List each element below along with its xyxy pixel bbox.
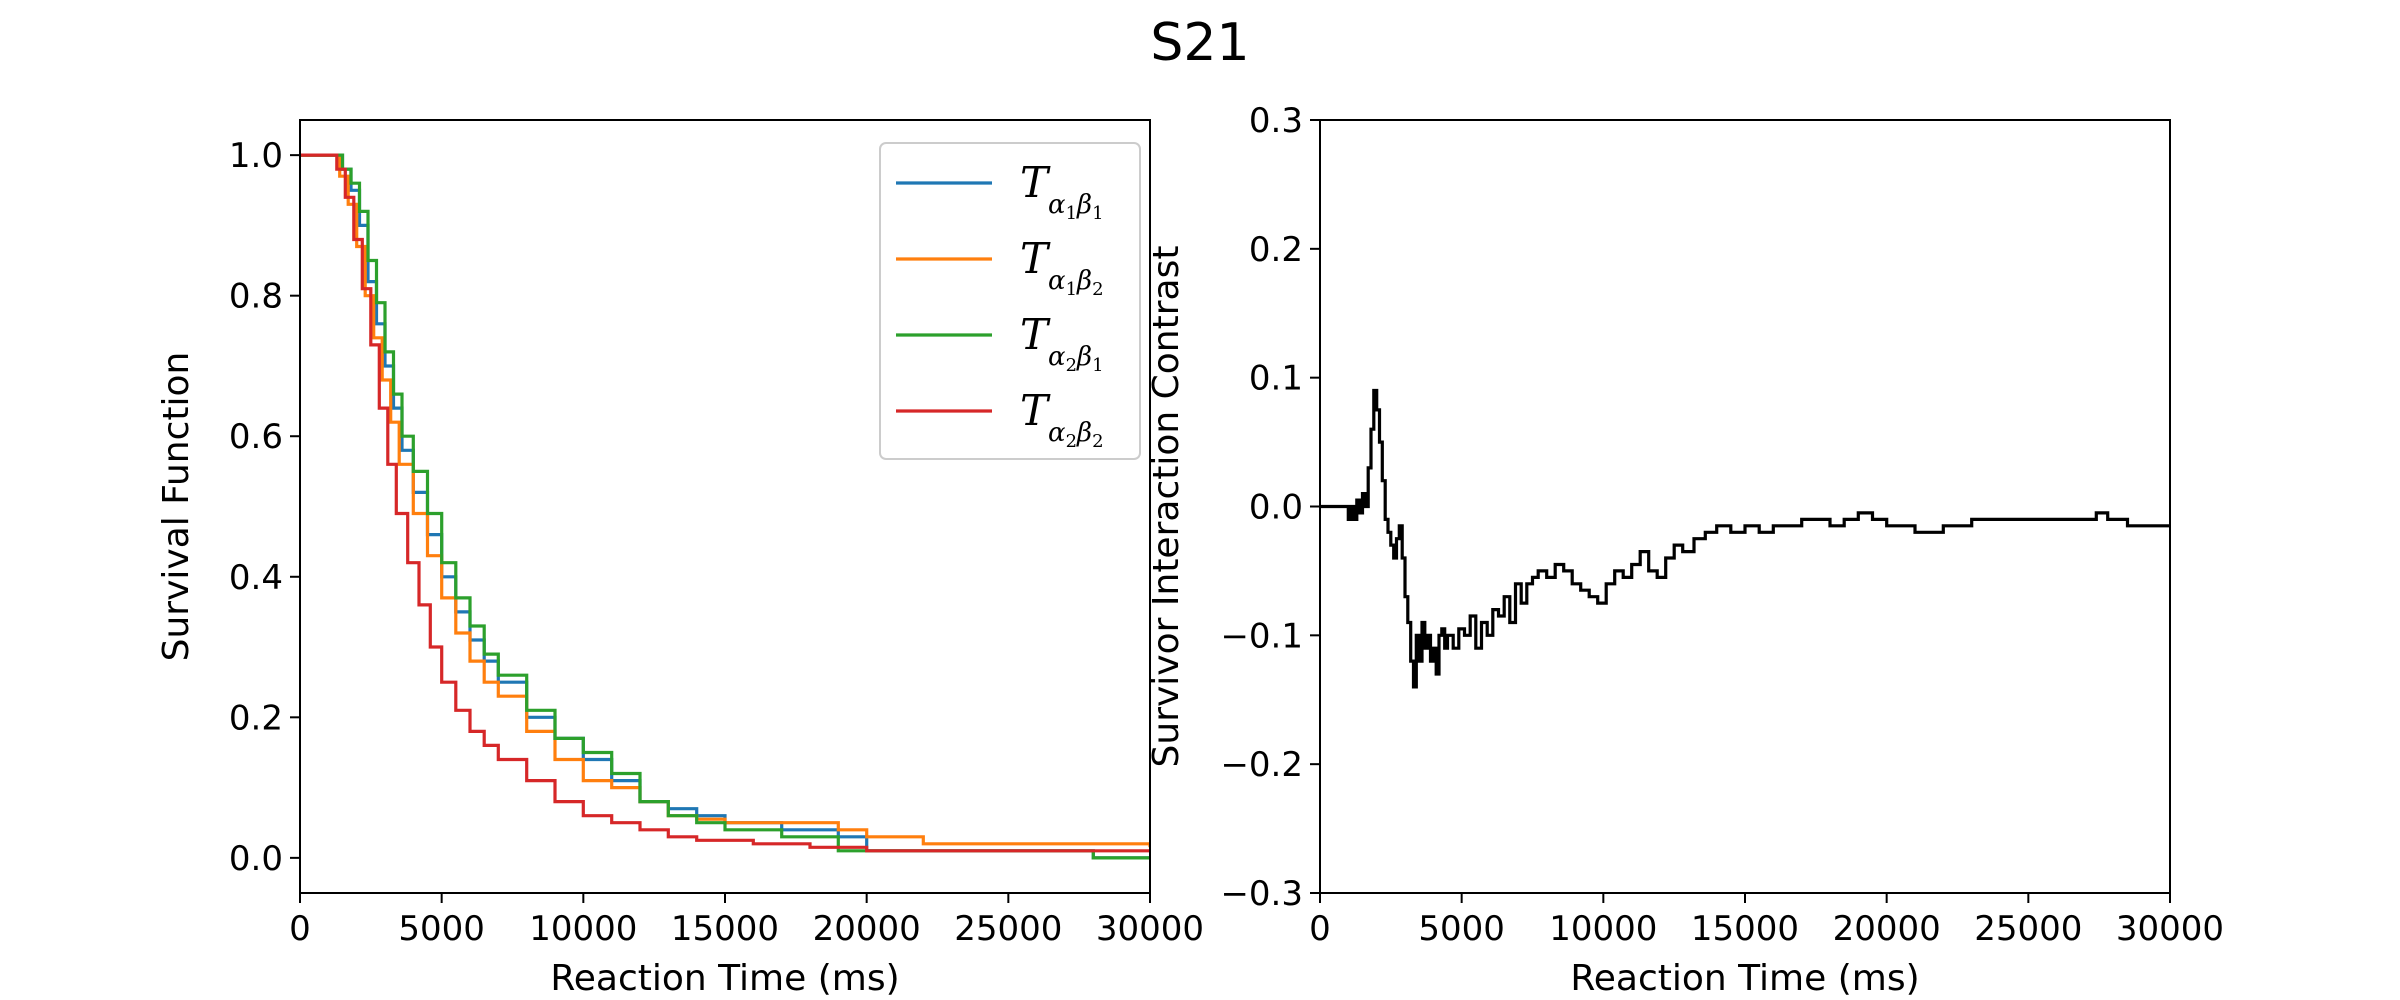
x-tick-label: 20000 — [813, 909, 921, 949]
y-axis-label: Survivor Interaction Contrast — [1146, 246, 1187, 768]
survival-function-panel: 0 5000 10000 15000 20000 25000 30000 0.0 0.2 0.4 0… — [156, 119, 1204, 999]
x-tick-label: 5000 — [1418, 909, 1505, 949]
sic-panel: 0 5000 10000 15000 20000 25000 30000 −0.3 −0.2 −0… — [1146, 101, 2224, 999]
y-tick-label: 0.6 — [229, 417, 283, 457]
x-tick-label: 25000 — [1974, 909, 2082, 949]
x-tick-label: 25000 — [954, 909, 1062, 949]
legend-label-0: Tα1β1 — [1020, 158, 1104, 224]
x-axis-label: Reaction Time (ms) — [550, 958, 899, 999]
x-tick-label: 20000 — [1833, 909, 1941, 949]
legend-box — [879, 142, 1141, 460]
y-tick-label: −0.1 — [1220, 616, 1303, 656]
x-tick-label: 10000 — [529, 909, 637, 949]
series-line-0 — [1320, 388, 2170, 689]
x-tick-label: 0 — [1309, 909, 1331, 949]
x-tick-label: 30000 — [2116, 909, 2224, 949]
y-tick-label: −0.2 — [1220, 745, 1303, 785]
y-tick-label: 0.4 — [229, 558, 283, 598]
x-axis-label: Reaction Time (ms) — [1570, 958, 1919, 999]
y-tick-label: 0.3 — [1249, 101, 1303, 141]
legend-label-3: Tα2β2 — [1020, 386, 1104, 452]
y-tick-label: −0.3 — [1220, 874, 1303, 914]
y-tick-label: 0.0 — [229, 839, 283, 879]
y-tick-label: 0.2 — [229, 698, 283, 738]
axes-frame — [1319, 119, 2171, 894]
y-tick-label: 0.1 — [1249, 359, 1303, 399]
x-tick-label: 0 — [289, 909, 311, 949]
y-tick-label: 1.0 — [229, 136, 283, 176]
series-line-3 — [300, 153, 1150, 853]
legend-label-2: Tα2β1 — [1020, 310, 1104, 376]
x-tick-label: 15000 — [1691, 909, 1799, 949]
series-line-2 — [300, 153, 1150, 860]
x-tick-label: 30000 — [1096, 909, 1204, 949]
legend-label-1: Tα1β2 — [1020, 234, 1104, 300]
x-tick-label: 10000 — [1549, 909, 1657, 949]
figure-title: S21 — [1150, 13, 1249, 73]
y-tick-label: 0.8 — [229, 277, 283, 317]
x-tick-label: 5000 — [398, 909, 485, 949]
y-tick-label: 0.2 — [1249, 230, 1303, 270]
x-tick-label: 15000 — [671, 909, 779, 949]
y-axis-label: Survival Function — [156, 352, 197, 662]
y-tick-label: 0.0 — [1249, 488, 1303, 528]
